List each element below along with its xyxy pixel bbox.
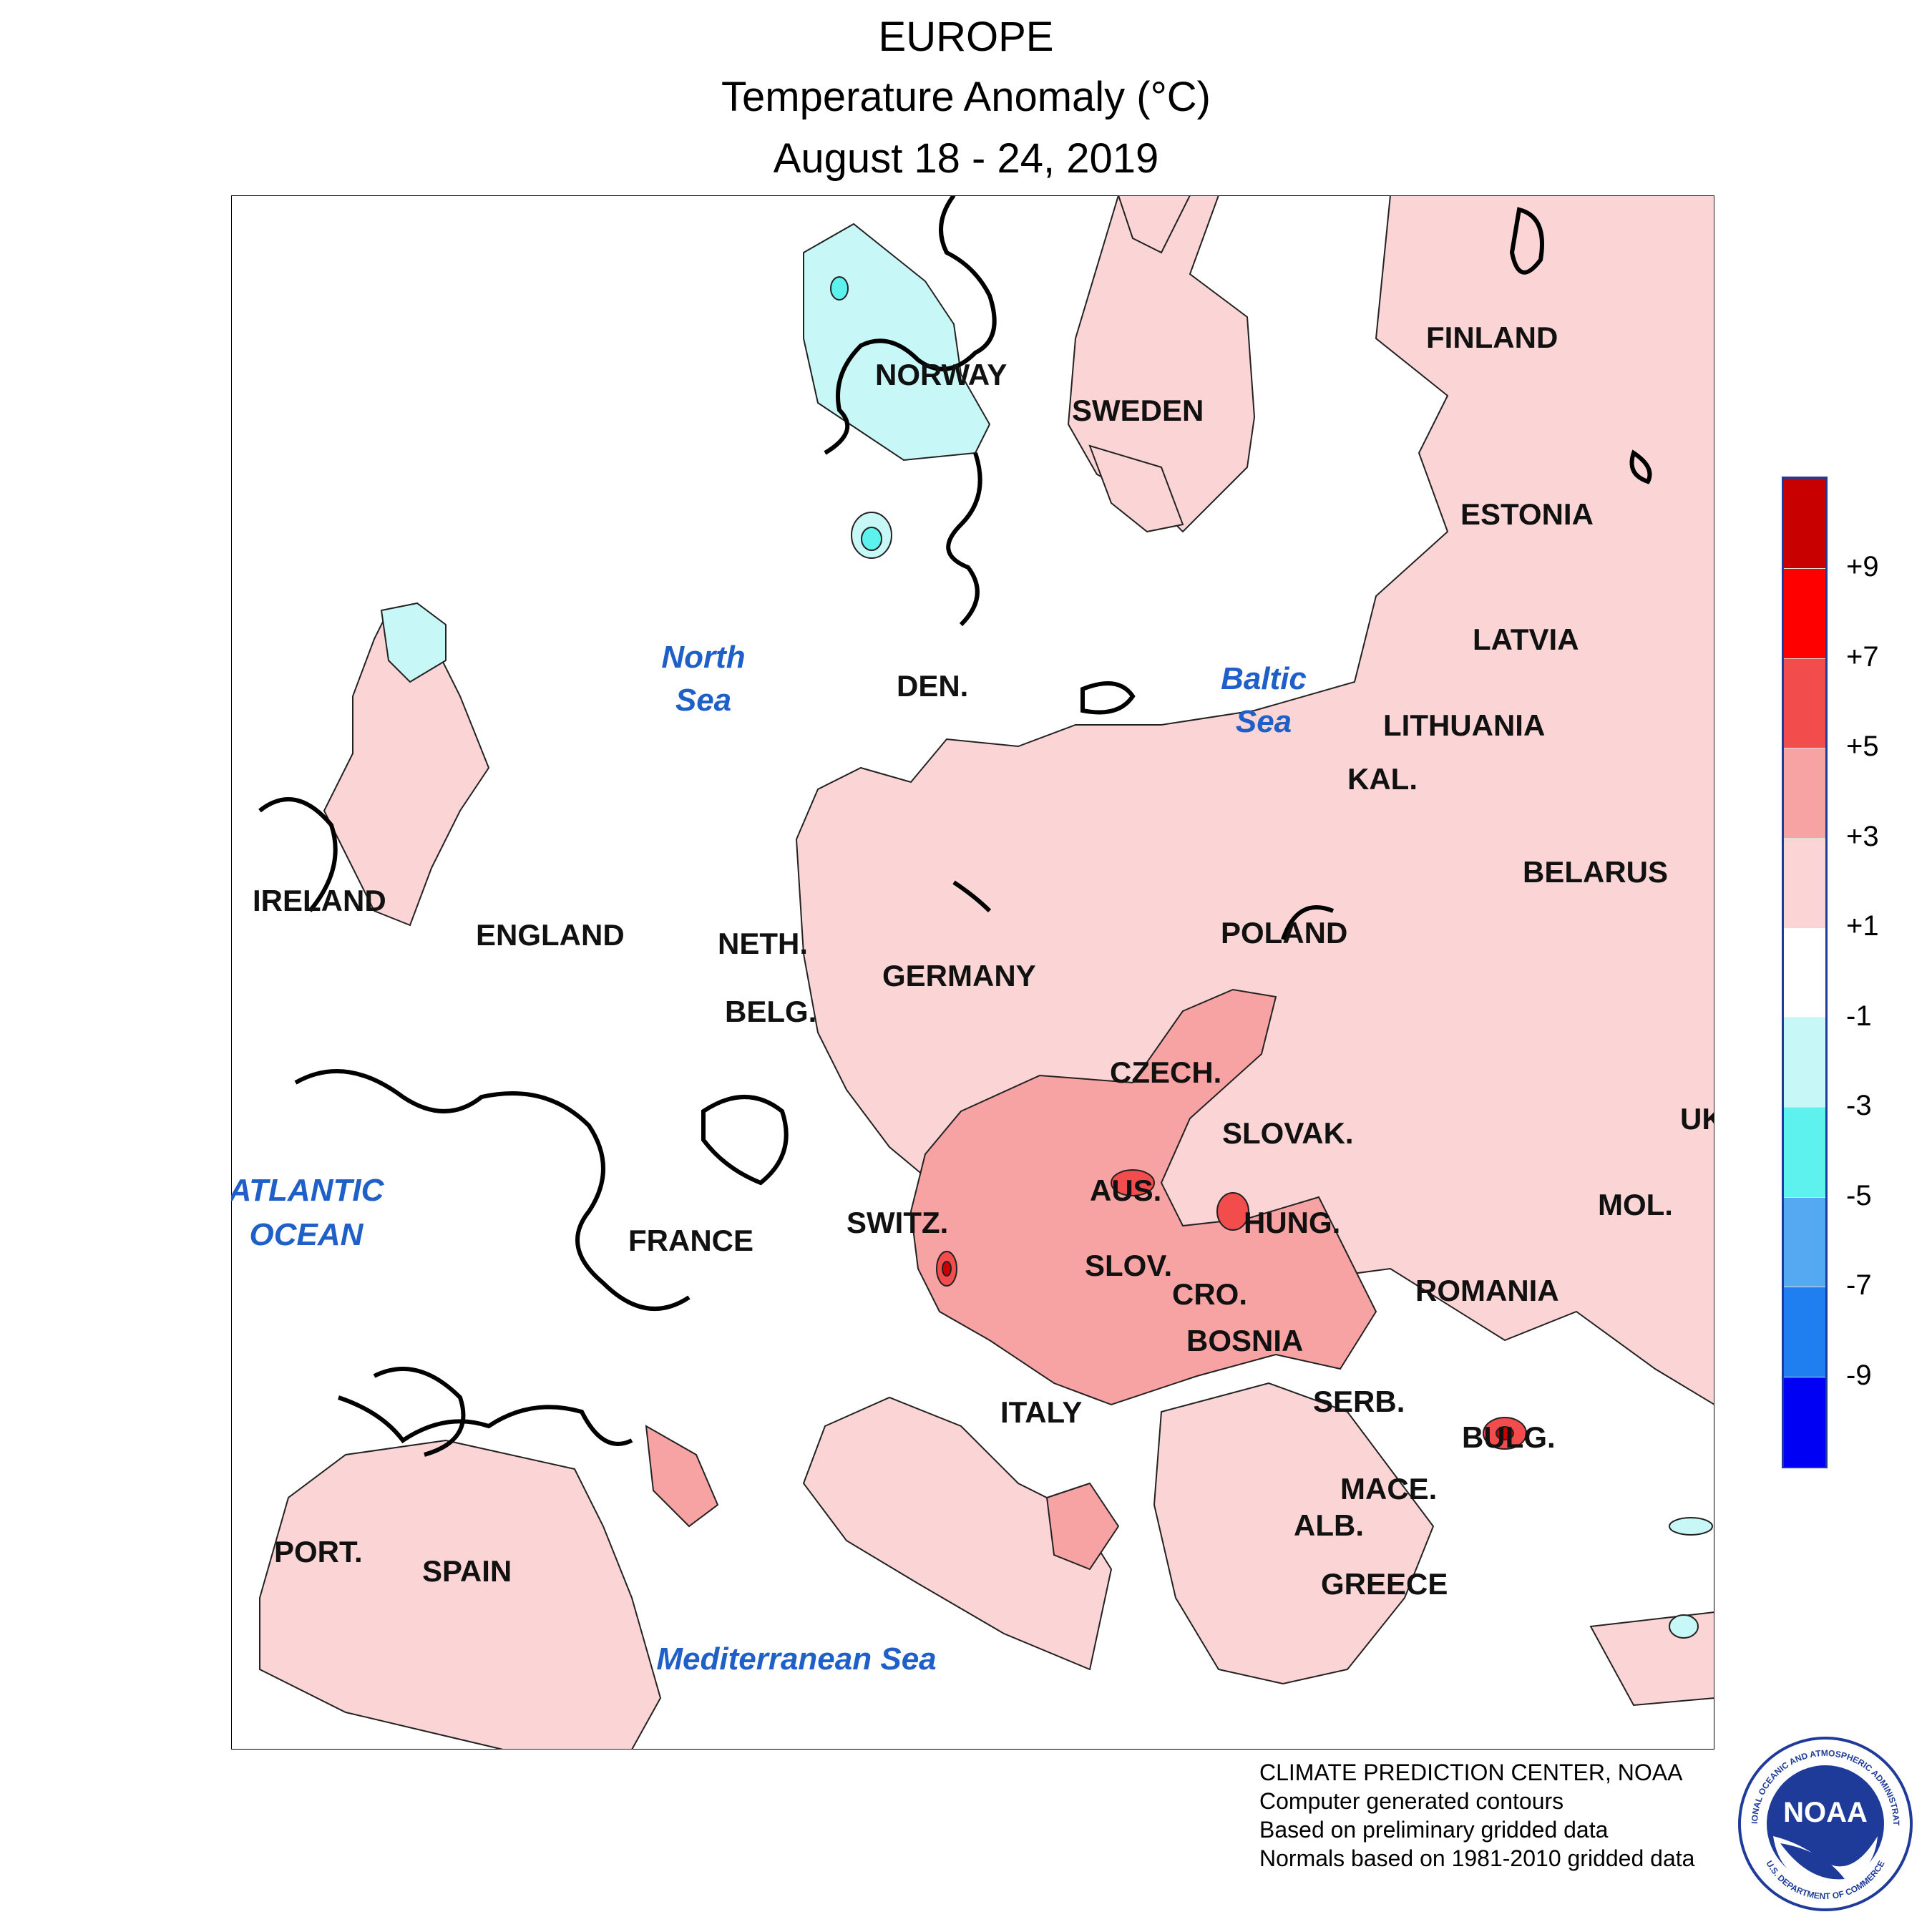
- legend-band: [1784, 748, 1825, 839]
- legend-tick-label: +1: [1846, 910, 1879, 942]
- legend-tick-label: +9: [1846, 551, 1879, 583]
- legend-tick-label: +3: [1846, 820, 1879, 852]
- legend-band: [1784, 479, 1825, 569]
- legend-tick-label: +7: [1846, 640, 1879, 673]
- label-greece: GREECE: [1321, 1567, 1448, 1601]
- label-estonia: ESTONIA: [1460, 497, 1594, 531]
- label-czech: CZECH.: [1110, 1055, 1221, 1089]
- sea-labels: North Sea Baltic Sea ATLANTIC OCEAN Medi…: [231, 640, 1307, 1677]
- credit-line-2: Computer generated contours: [1259, 1788, 1564, 1814]
- label-spain: SPAIN: [422, 1554, 512, 1588]
- label-austria: AUS.: [1090, 1174, 1161, 1207]
- label-france: FRANCE: [628, 1224, 753, 1257]
- legend-tick-label: +5: [1846, 731, 1879, 763]
- legend-band: [1784, 1107, 1825, 1199]
- legend-tick-label: -9: [1846, 1359, 1872, 1391]
- label-lithuania: LITHUANIA: [1383, 708, 1545, 742]
- label-serbia: SERB.: [1313, 1385, 1405, 1418]
- legend-band: [1784, 568, 1825, 660]
- label-ukraine: UK: [1680, 1102, 1714, 1136]
- label-bulgaria: BULG.: [1462, 1420, 1556, 1454]
- label-atlantic-2: OCEAN: [250, 1217, 364, 1252]
- country-labels: NORWAY SWEDEN FINLAND ESTONIA LATVIA LIT…: [253, 321, 1714, 1601]
- label-slovakia: SLOVAK.: [1222, 1116, 1354, 1150]
- anomaly-very-hot-regions: [942, 1261, 1514, 1440]
- map-title: EUROPE: [878, 14, 1054, 60]
- label-bosnia: BOSNIA: [1186, 1324, 1303, 1357]
- label-england: ENGLAND: [476, 918, 625, 952]
- label-denmark: DEN.: [897, 669, 968, 703]
- legend-band: [1784, 1287, 1825, 1378]
- noaa-logo: NOAA NATIONAL OCEANIC AND ATMOSPHERIC AD…: [1737, 1736, 1913, 1911]
- anomaly-cold-regions: [830, 276, 882, 551]
- label-atlantic-1: ATLANTIC: [231, 1173, 385, 1208]
- legend-tick-label: -5: [1846, 1179, 1872, 1211]
- noaa-logo-text: NOAA: [1783, 1797, 1868, 1828]
- legend-tick-label: -3: [1846, 1090, 1872, 1122]
- label-moldova: MOL.: [1598, 1188, 1673, 1221]
- map-subtitle: Temperature Anomaly (°C): [721, 74, 1211, 120]
- label-north-sea-2: Sea: [675, 683, 731, 718]
- label-portugal: PORT.: [274, 1535, 363, 1568]
- legend-band: [1784, 1376, 1825, 1468]
- label-romania: ROMANIA: [1415, 1274, 1559, 1307]
- credit-line-1: CLIMATE PREDICTION CENTER, NOAA: [1259, 1760, 1683, 1785]
- legend-tick-label: -1: [1846, 1000, 1872, 1032]
- label-italy: ITALY: [1000, 1395, 1082, 1429]
- anomaly-map: NORWAY SWEDEN FINLAND ESTONIA LATVIA LIT…: [231, 195, 1714, 1750]
- label-poland: POLAND: [1221, 916, 1347, 950]
- label-sweden: SWEDEN: [1072, 394, 1204, 427]
- label-baltic-sea-1: Baltic: [1221, 661, 1307, 696]
- label-north-sea-1: North: [661, 640, 745, 675]
- label-norway: NORWAY: [875, 358, 1007, 391]
- credits: CLIMATE PREDICTION CENTER, NOAA Computer…: [1259, 1758, 1694, 1873]
- legend-band: [1784, 658, 1825, 749]
- label-macedonia: MACE.: [1340, 1472, 1437, 1506]
- label-albania: ALB.: [1294, 1508, 1364, 1542]
- label-slovenia: SLOV.: [1085, 1249, 1172, 1282]
- label-mediterranean: Mediterranean Sea: [656, 1641, 936, 1677]
- label-finland: FINLAND: [1426, 321, 1558, 354]
- legend-band: [1784, 1017, 1825, 1108]
- legend-tick-label: -7: [1846, 1269, 1872, 1302]
- label-latvia: LATVIA: [1473, 623, 1579, 656]
- credit-line-4: Normals based on 1981-2010 gridded data: [1259, 1845, 1695, 1871]
- label-croatia: CRO.: [1172, 1277, 1247, 1311]
- label-switzerland: SWITZ.: [847, 1206, 948, 1239]
- label-baltic-sea-2: Sea: [1236, 704, 1292, 739]
- credit-line-3: Based on preliminary gridded data: [1259, 1817, 1609, 1843]
- label-kaliningrad: KAL.: [1347, 762, 1418, 796]
- label-germany: GERMANY: [882, 959, 1036, 992]
- zero-contours: [258, 195, 1652, 1457]
- legend-band: [1784, 837, 1825, 929]
- label-ireland: IRELAND: [253, 884, 386, 917]
- legend-band: [1784, 1196, 1825, 1288]
- map-date-range: August 18 - 24, 2019: [773, 135, 1159, 182]
- label-belarus: BELARUS: [1523, 855, 1668, 889]
- label-belgium: BELG.: [725, 995, 816, 1028]
- label-hungary: HUNG.: [1244, 1206, 1340, 1239]
- anomaly-cool-regions: [380, 223, 1713, 1639]
- legend-band: [1784, 927, 1825, 1019]
- label-netherlands: NETH.: [718, 927, 808, 960]
- anomaly-warm-strong-regions: [645, 988, 1377, 1571]
- color-legend: [1782, 477, 1828, 1468]
